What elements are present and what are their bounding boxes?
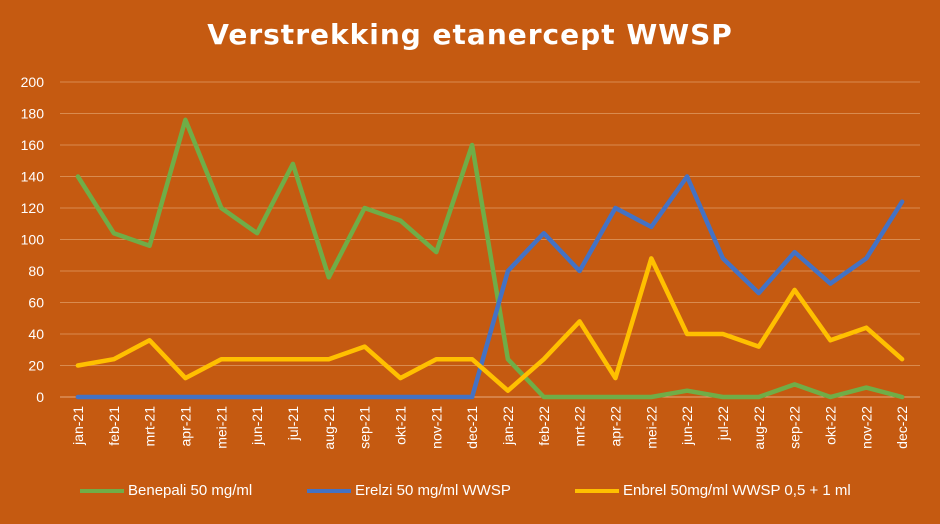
y-tick-label: 120 <box>21 200 45 216</box>
y-tick-label: 0 <box>36 389 44 405</box>
x-tick-label: sep-21 <box>357 406 373 449</box>
x-tick-label: okt-21 <box>392 406 408 445</box>
y-tick-label: 140 <box>21 169 45 185</box>
legend-swatch <box>80 488 124 493</box>
x-tick-label: mei-21 <box>213 406 229 449</box>
legend-swatch <box>575 488 619 493</box>
legend-item: Enbrel 50mg/ml WWSP 0,5 + 1 ml <box>575 482 851 499</box>
series-line-3 <box>75 256 905 393</box>
x-tick-label: okt-22 <box>822 406 838 445</box>
legend-item: Benepali 50 mg/ml <box>80 482 252 499</box>
x-tick-label: jun-22 <box>679 406 695 446</box>
x-tick-label: jun-21 <box>249 406 265 446</box>
legend-label: Enbrel 50mg/ml WWSP 0,5 + 1 ml <box>623 482 851 499</box>
series-line-1 <box>75 117 905 400</box>
x-tick-label: dec-22 <box>894 406 910 449</box>
x-tick-label: jan-21 <box>70 406 86 446</box>
legend-item: Erelzi 50 mg/ml WWSP <box>307 482 511 499</box>
y-tick-label: 160 <box>21 137 45 153</box>
y-tick-label: 100 <box>21 232 45 248</box>
x-tick-label: apr-22 <box>607 406 623 447</box>
legend: Benepali 50 mg/ml Erelzi 50 mg/ml WWSP Enb… <box>0 482 940 506</box>
x-tick-label: nov-21 <box>428 406 444 449</box>
y-tick-label: 60 <box>28 295 44 311</box>
y-tick-label: 180 <box>21 106 45 122</box>
x-tick-label: aug-21 <box>321 406 337 450</box>
x-tick-label: jul-21 <box>285 406 301 441</box>
x-tick-label: mei-22 <box>643 406 659 449</box>
x-tick-label: aug-22 <box>751 406 767 450</box>
legend-label: Benepali 50 mg/ml <box>128 482 253 499</box>
x-tick-label: jan-22 <box>500 406 516 446</box>
x-tick-label: mrt-21 <box>142 406 158 447</box>
legend-swatch <box>307 488 351 493</box>
x-tick-label: feb-21 <box>106 406 122 446</box>
y-tick-label: 200 <box>21 74 45 90</box>
x-tick-label: apr-21 <box>177 406 193 447</box>
y-tick-label: 20 <box>28 358 44 374</box>
x-tick-label: mrt-22 <box>572 406 588 447</box>
legend-label: Erelzi 50 mg/ml WWSP <box>355 482 511 499</box>
x-tick-label: feb-22 <box>536 406 552 446</box>
y-tick-label: 40 <box>28 326 44 342</box>
y-tick-label: 80 <box>28 263 44 279</box>
x-tick-label: dec-21 <box>464 406 480 449</box>
x-tick-label: sep-22 <box>787 406 803 449</box>
x-tick-label: jul-22 <box>715 406 731 441</box>
series-line-2 <box>75 174 905 400</box>
chart-title: Verstrekking etanercept WWSP <box>207 18 733 51</box>
x-tick-label: nov-22 <box>858 406 874 449</box>
